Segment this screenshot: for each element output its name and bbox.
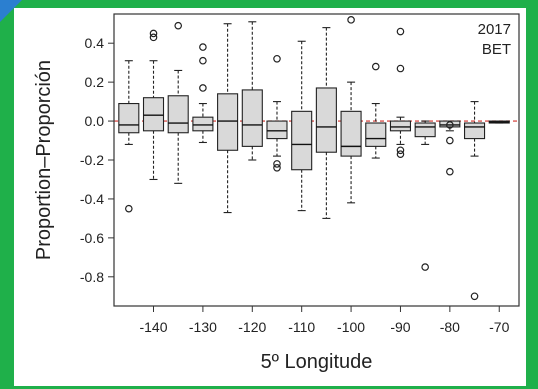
x-tick-label: -110 [288, 319, 315, 335]
y-tick-label: 0.0 [85, 113, 105, 129]
outlier-point [446, 167, 454, 176]
box [315, 87, 337, 153]
annotation-year: 2017 [478, 21, 511, 38]
box [463, 122, 486, 140]
y-tick-label: 0.2 [85, 74, 105, 90]
outlier-point [273, 54, 281, 63]
x-tick-label: -70 [489, 319, 509, 335]
box [291, 110, 313, 171]
plot-layer: 0.4 0.2 0.0 -0.2 -0.4 -0.6 -0.8 -140 -130 -120 -11… [80, 16, 519, 335]
box [365, 122, 387, 147]
outlier-point [199, 56, 207, 65]
x-axis-label: 5º Longitude [261, 351, 373, 373]
y-tick-label: -0.6 [80, 230, 104, 246]
y-tick-label: -0.8 [80, 269, 104, 285]
x-tick-label: -130 [189, 319, 217, 335]
box [266, 120, 288, 140]
box [389, 120, 412, 132]
x-tick-label: -80 [440, 319, 460, 335]
x-tick-label: -90 [390, 319, 410, 335]
box [142, 97, 165, 132]
outlier-point [149, 33, 158, 42]
outlier-point [421, 263, 429, 271]
y-tick-label: -0.4 [80, 191, 104, 207]
outlier-point [149, 29, 158, 38]
box [167, 95, 189, 134]
outlier-point [174, 21, 183, 30]
outlier-point [273, 163, 281, 172]
outlier-point [396, 146, 405, 155]
annotation-block: 2017 BET [478, 21, 511, 58]
x-tick-label: -120 [238, 319, 266, 335]
box [414, 122, 436, 138]
outlier-point [371, 62, 380, 71]
annotation-species: BET [482, 41, 511, 58]
outlier-point [199, 84, 207, 92]
outlier-point [396, 64, 405, 73]
outlier-point [446, 136, 454, 145]
box [241, 89, 263, 147]
outlier-point [396, 150, 405, 158]
box [340, 110, 362, 157]
box [217, 93, 239, 151]
outlier-point [273, 160, 281, 168]
box [118, 102, 140, 134]
x-tick-label: -140 [139, 319, 167, 335]
outlier-point [347, 16, 355, 24]
box-plot-chart: 0.4 0.2 0.0 -0.2 -0.4 -0.6 -0.8 -140 -130 -120 -11… [33, 13, 520, 373]
outlier-point [446, 121, 454, 129]
y-axis-label: Proportion–Proporción [33, 60, 55, 260]
outlier-point [199, 43, 207, 51]
box [439, 120, 461, 128]
plot-frame [113, 13, 520, 307]
outlier-point [396, 27, 405, 36]
box [192, 116, 214, 132]
y-tick-label: 0.4 [85, 35, 105, 51]
x-tick-label: -100 [337, 319, 365, 335]
outlier-point [470, 292, 479, 301]
y-tick-label: -0.2 [80, 152, 104, 168]
outlier-point [125, 204, 133, 213]
chart-panel: 0.4 0.2 0.0 -0.2 -0.4 -0.6 -0.8 -140 -130 -120 -11… [14, 8, 526, 386]
